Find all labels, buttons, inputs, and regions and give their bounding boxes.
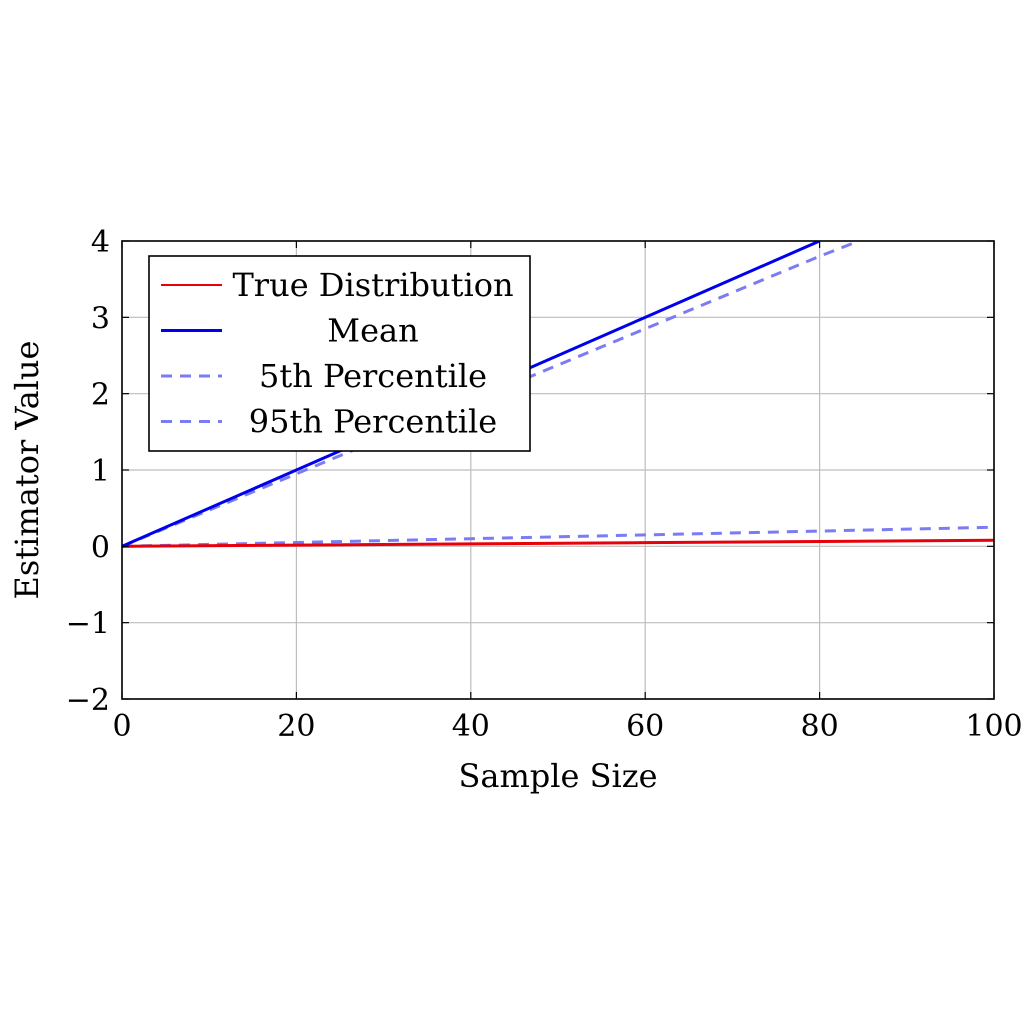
- series-line-2: [122, 241, 860, 548]
- legend-label: 5th Percentile: [259, 357, 487, 395]
- legend: True Distribution Mean 5th Percentile 95th …: [148, 255, 531, 452]
- legend-box: [148, 255, 531, 452]
- legend-label: Mean: [327, 312, 418, 350]
- y-tick-label: 4: [91, 225, 110, 260]
- x-axis-title: Sample Size: [458, 757, 657, 795]
- y-tick-label: −2: [66, 683, 110, 718]
- x-tick-label: 0: [112, 709, 131, 744]
- y-axis-title: Estimator Value: [8, 341, 46, 600]
- series-line-0: [122, 538, 994, 548]
- y-tick-label: 2: [91, 378, 110, 413]
- y-tick-label: 3: [91, 301, 110, 336]
- legend-entries: True Distribution Mean 5th Percentile 95th …: [161, 266, 514, 441]
- x-tick-label: 60: [626, 709, 664, 744]
- y-tick-label: 0: [91, 530, 110, 565]
- series-line-3: [122, 525, 994, 548]
- x-tick-label: 80: [801, 709, 839, 744]
- x-tick-label: 20: [277, 709, 315, 744]
- y-tick-label: 1: [91, 454, 110, 489]
- axis-ticks: [121, 240, 995, 700]
- legend-label: 95th Percentile: [249, 403, 497, 441]
- x-tick-label: 100: [965, 709, 1022, 744]
- legend-label: True Distribution: [232, 266, 513, 304]
- x-tick-label: 40: [452, 709, 490, 744]
- y-tick-label: −1: [66, 607, 110, 642]
- tick-labels: 0 20 40 60 80 100 −2 −1 0 1 2 3 4: [66, 225, 1023, 744]
